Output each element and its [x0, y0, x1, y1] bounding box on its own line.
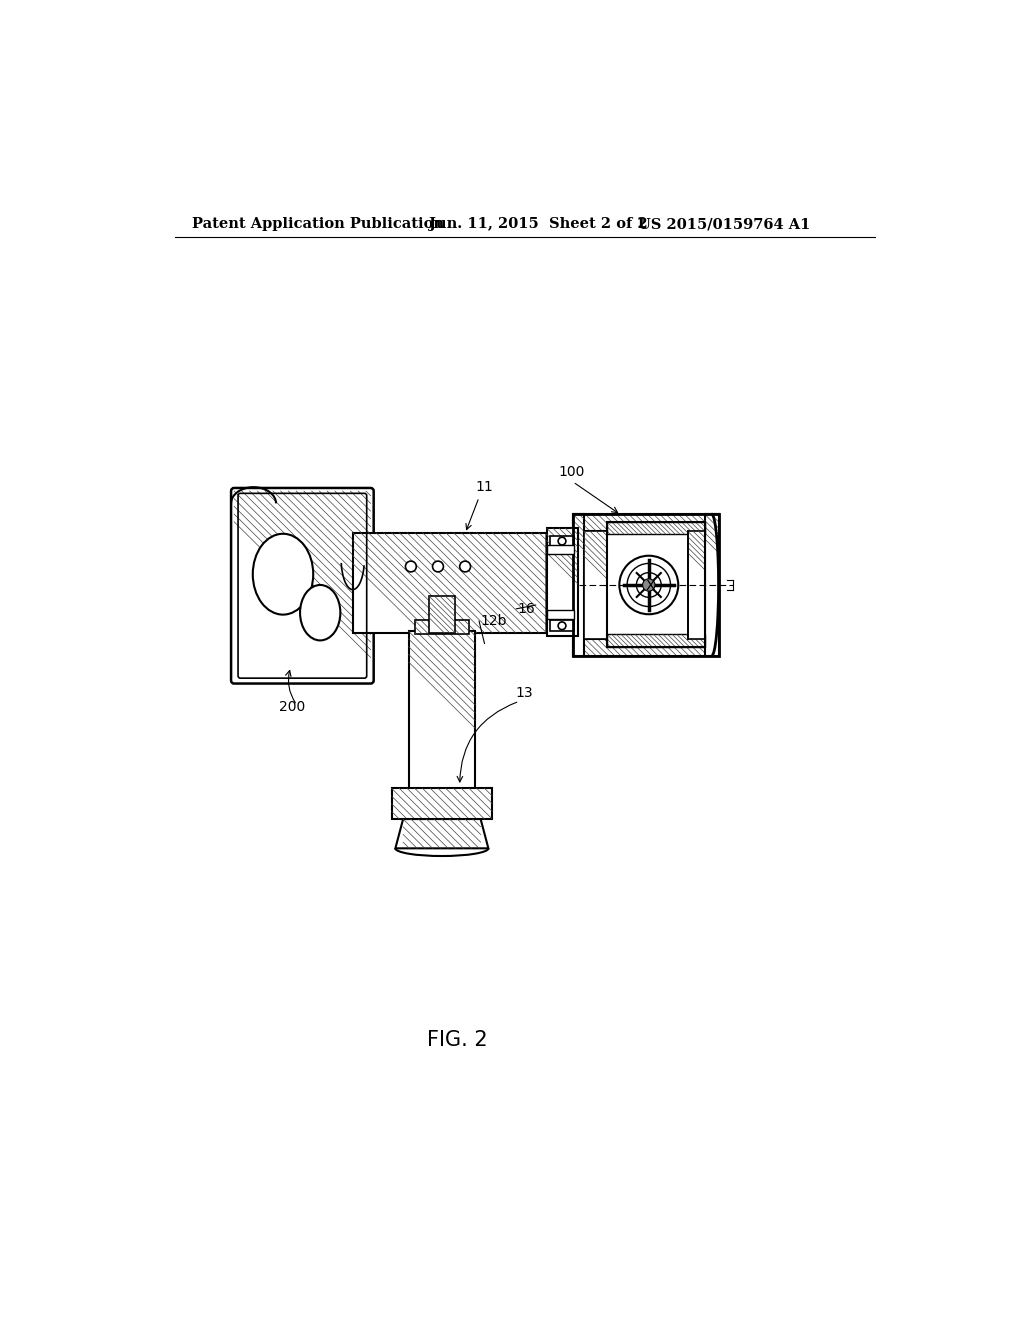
- Bar: [572, 515, 584, 656]
- Text: Patent Application Publication: Patent Application Publication: [191, 218, 443, 231]
- Text: 12b: 12b: [480, 614, 507, 628]
- Circle shape: [643, 578, 655, 591]
- Bar: [547, 545, 574, 554]
- Bar: [352, 532, 553, 632]
- Text: 13: 13: [515, 686, 534, 701]
- Text: 16: 16: [518, 602, 536, 615]
- Bar: [687, 531, 705, 639]
- Bar: [547, 528, 578, 636]
- Circle shape: [620, 556, 678, 614]
- Text: X: X: [646, 578, 655, 593]
- Bar: [415, 620, 469, 635]
- Polygon shape: [395, 818, 488, 849]
- Circle shape: [558, 622, 566, 630]
- Bar: [429, 595, 455, 632]
- Bar: [584, 531, 607, 639]
- Bar: [391, 788, 493, 818]
- Bar: [550, 620, 573, 631]
- Text: US 2015/0159764 A1: US 2015/0159764 A1: [638, 218, 810, 231]
- Text: FIG. 2: FIG. 2: [427, 1030, 487, 1049]
- Ellipse shape: [300, 585, 340, 640]
- Bar: [607, 531, 705, 639]
- Bar: [572, 639, 719, 656]
- Text: 100: 100: [559, 466, 586, 479]
- Circle shape: [636, 573, 662, 597]
- Bar: [705, 515, 719, 656]
- FancyBboxPatch shape: [231, 488, 374, 684]
- Bar: [547, 610, 574, 619]
- Polygon shape: [547, 533, 562, 631]
- Bar: [572, 515, 719, 656]
- Text: 200: 200: [280, 700, 305, 714]
- Circle shape: [558, 537, 566, 545]
- Circle shape: [627, 564, 671, 607]
- Ellipse shape: [253, 533, 313, 615]
- Text: Jun. 11, 2015  Sheet 2 of 2: Jun. 11, 2015 Sheet 2 of 2: [429, 218, 647, 231]
- Bar: [607, 635, 705, 647]
- Text: 11: 11: [475, 480, 493, 494]
- Bar: [607, 521, 705, 535]
- Bar: [607, 521, 705, 647]
- Bar: [409, 631, 475, 797]
- Circle shape: [460, 561, 471, 572]
- Circle shape: [432, 561, 443, 572]
- Circle shape: [406, 561, 417, 572]
- Bar: [550, 536, 573, 546]
- Bar: [572, 515, 719, 531]
